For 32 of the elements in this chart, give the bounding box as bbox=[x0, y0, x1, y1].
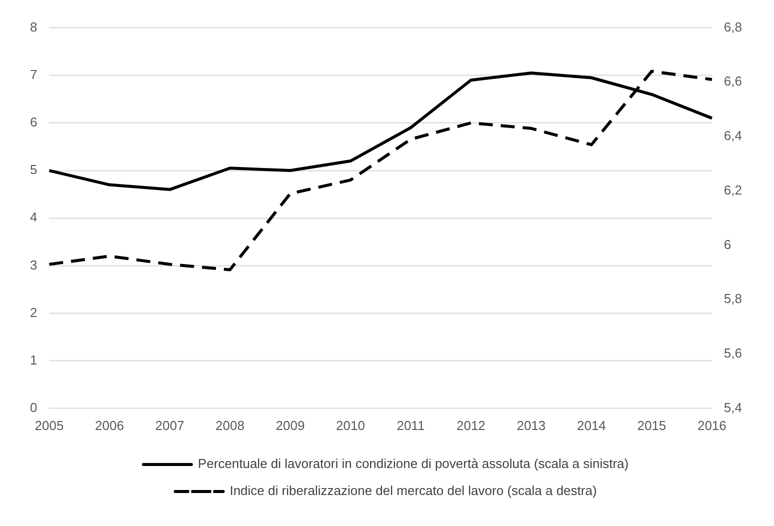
legend-label: Percentuale di lavoratori in condizione di povertà assoluta (scala a sinistra) bbox=[198, 456, 629, 472]
x-tick-label: 2005 bbox=[34, 418, 64, 433]
x-tick-label: 2008 bbox=[216, 418, 244, 433]
x-tick-label: 2006 bbox=[95, 418, 124, 433]
y2-tick-label: 6,4 bbox=[724, 128, 742, 144]
y-tick-label: 0 bbox=[30, 400, 38, 415]
x-tick-label: 2010 bbox=[336, 418, 365, 433]
x-tick-label: 2011 bbox=[396, 418, 425, 433]
x-tick-label: 2014 bbox=[576, 418, 606, 433]
y2-tick-label: 6,8 bbox=[724, 19, 742, 34]
y2-tick-label: 5,6 bbox=[724, 346, 742, 361]
line-series bbox=[48, 70, 714, 272]
x-tick-label: 2016 bbox=[697, 418, 726, 433]
y-tick-label: 8 bbox=[30, 19, 38, 34]
y-tick-label: 5 bbox=[30, 162, 38, 178]
y-tick-label: 4 bbox=[30, 210, 38, 225]
x-tick-label: 2007 bbox=[155, 418, 184, 433]
x-tick-label: 2013 bbox=[516, 418, 546, 433]
y2-tick-label: 5,4 bbox=[724, 400, 742, 415]
x-tick-label: 2015 bbox=[637, 418, 666, 433]
x-tick-label: 2012 bbox=[456, 418, 486, 433]
y2-tick-label: 5,8 bbox=[724, 291, 742, 306]
x-tick-label: 2009 bbox=[276, 418, 305, 433]
y2-tick-label: 6,6 bbox=[724, 74, 742, 89]
y-tick-label: 6 bbox=[30, 114, 38, 130]
y-tick-label: 2 bbox=[30, 304, 38, 320]
legend-label: Indice di riberalizzazione del mercato del lavoro (scala a destra) bbox=[230, 483, 597, 498]
y-tick-label: 7 bbox=[30, 66, 38, 82]
y-tick-label: 3 bbox=[30, 257, 38, 272]
y2-tick-label: 6 bbox=[724, 236, 732, 252]
y2-tick-label: 6,2 bbox=[724, 182, 742, 198]
y-tick-label: 1 bbox=[30, 352, 38, 368]
